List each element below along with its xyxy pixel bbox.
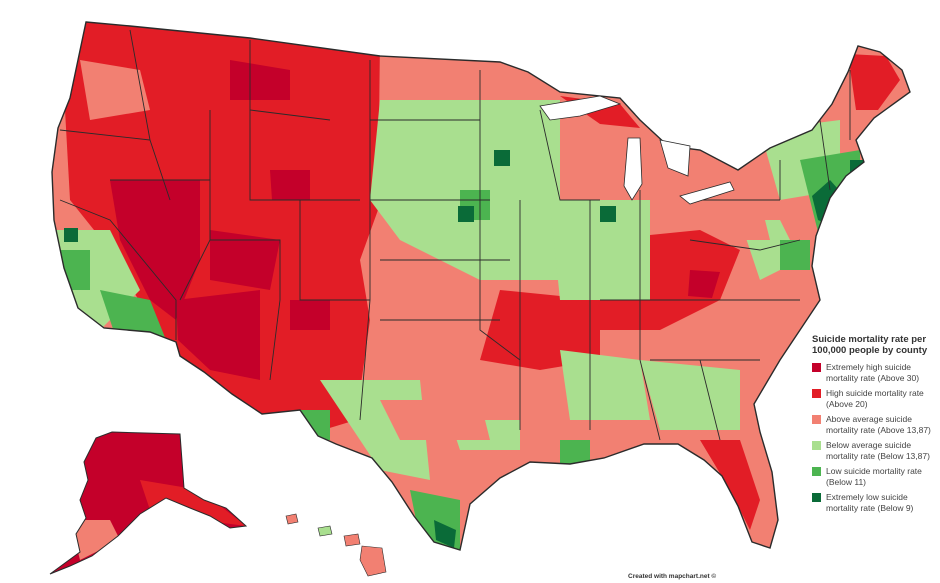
- legend-label: Extremely high suicide mortality rate (A…: [826, 362, 920, 383]
- montana-extreme: [230, 60, 290, 100]
- legend-swatch: [812, 415, 821, 424]
- west-high-region: [60, 22, 380, 440]
- oregon-pocket: [80, 60, 150, 120]
- legend-swatch: [812, 363, 821, 372]
- minnesota-dark-green: [494, 150, 510, 166]
- legend-swatch: [812, 493, 821, 502]
- louisiana-green: [560, 440, 590, 470]
- wisconsin-dark-green: [600, 206, 616, 222]
- kentucky-extreme: [688, 270, 720, 298]
- great-lakes-pocket: [580, 130, 640, 170]
- alaska-southwest-pink: [70, 520, 120, 560]
- arkansas-missouri-high-region: [480, 290, 600, 370]
- wyoming-extreme: [270, 170, 310, 200]
- extreme-high-regions: [110, 60, 720, 380]
- iowa-dark-green: [458, 206, 474, 222]
- legend-item: Extremely low suicide mortality rate (Be…: [812, 492, 936, 513]
- lake-huron: [659, 139, 691, 177]
- hawaii-island-kauai: [285, 513, 299, 525]
- legend-item: Extremely high suicide mortality rate (A…: [812, 362, 936, 383]
- state-borders: [59, 29, 851, 441]
- legend-swatch: [812, 389, 821, 398]
- los-angeles-dark-green: [100, 330, 130, 350]
- credit-text: Created with mapchart.net ©: [628, 573, 717, 580]
- carolina-pocket: [700, 320, 780, 360]
- kansas-pocket: [380, 270, 460, 300]
- maine-high-region: [848, 54, 900, 110]
- legend-label: Low suicide mortality rate (Below 11): [826, 466, 922, 487]
- map-legend: Suicide mortality rate per 100,000 peopl…: [812, 334, 936, 518]
- alaska-south-high: [140, 480, 246, 526]
- legend-label: Below average suicide mortality rate (Be…: [826, 440, 930, 461]
- florida-high-region: [700, 440, 760, 530]
- hawaii-island-oahu: [317, 525, 333, 537]
- hawaii-island-maui: [343, 533, 361, 547]
- illinois-indiana-light: [550, 200, 650, 300]
- lake-michigan: [623, 137, 643, 201]
- legend-label: High suicide mortality rate (Above 20): [826, 388, 924, 409]
- hawaii-island-big: [359, 545, 387, 577]
- lake-erie: [679, 181, 735, 205]
- virginia-pocket: [700, 200, 770, 240]
- west-texas-green: [300, 410, 330, 440]
- hawaii: [285, 513, 387, 577]
- lake-superior: [539, 95, 622, 121]
- alaska: [50, 432, 246, 574]
- bay-area-dark-green: [64, 228, 78, 242]
- legend-label: Extremely low suicide mortality rate (Be…: [826, 492, 914, 513]
- georgia-carolina-light: [640, 360, 740, 430]
- alaska-outline: [49, 431, 248, 575]
- arizona-extreme: [176, 290, 260, 380]
- legend-item: High suicide mortality rate (Above 20): [812, 388, 936, 409]
- texas-pocket-1: [380, 400, 490, 440]
- legend-label: Above average suicide mortality rate (Ab…: [826, 414, 931, 435]
- great-lakes: [539, 95, 735, 205]
- legend-title: Suicide mortality rate per 100,000 peopl…: [812, 334, 928, 356]
- legend-item: Low suicide mortality rate (Below 11): [812, 466, 936, 487]
- utah-extreme: [210, 230, 280, 290]
- legend-item: Above average suicide mortality rate (Ab…: [812, 414, 936, 435]
- south-texas-dark-green: [434, 520, 456, 548]
- nevada-extreme: [110, 180, 200, 320]
- legend-swatch: [812, 441, 821, 450]
- new-mexico-extreme: [290, 300, 330, 330]
- legend-swatch: [812, 467, 821, 476]
- contiguous-us-outline: [51, 21, 911, 551]
- above-average-pockets: [80, 60, 780, 440]
- deep-south-light: [560, 350, 650, 420]
- virginia-green: [780, 240, 810, 270]
- legend-item: Below average suicide mortality rate (Be…: [812, 440, 936, 461]
